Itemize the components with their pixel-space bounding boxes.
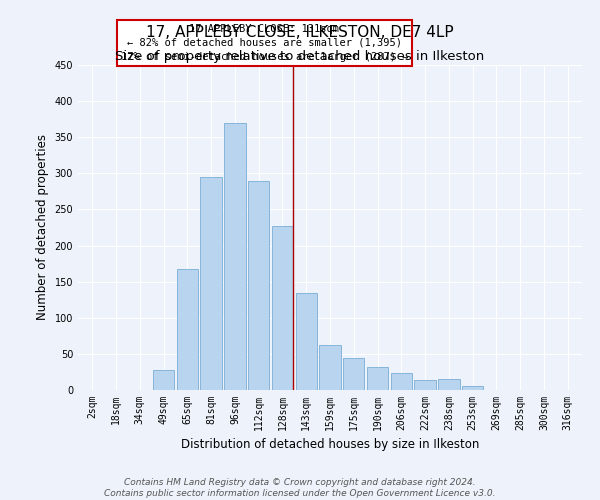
Bar [462, 386, 484, 390]
Text: Size of property relative to detached houses in Ilkeston: Size of property relative to detached ho… [115, 50, 485, 63]
Bar [367, 367, 388, 390]
Bar [176, 270, 198, 390]
Bar [438, 379, 460, 390]
Bar [248, 182, 269, 390]
Text: Contains HM Land Registry data © Crown copyright and database right 2024.
Contai: Contains HM Land Registry data © Crown c… [104, 478, 496, 498]
Bar [296, 292, 317, 390]
Bar [153, 370, 174, 390]
Bar [391, 372, 412, 390]
Text: 17 APPLEBY CLOSE: 131sqm
← 82% of detached houses are smaller (1,395)
17% of sem: 17 APPLEBY CLOSE: 131sqm ← 82% of detach… [121, 24, 408, 62]
Bar [343, 358, 364, 390]
Bar [224, 123, 245, 390]
Bar [319, 345, 341, 390]
Text: 17, APPLEBY CLOSE, ILKESTON, DE7 4LP: 17, APPLEBY CLOSE, ILKESTON, DE7 4LP [146, 25, 454, 40]
Bar [272, 226, 293, 390]
Bar [200, 177, 222, 390]
Y-axis label: Number of detached properties: Number of detached properties [36, 134, 49, 320]
Bar [415, 380, 436, 390]
X-axis label: Distribution of detached houses by size in Ilkeston: Distribution of detached houses by size … [181, 438, 479, 452]
